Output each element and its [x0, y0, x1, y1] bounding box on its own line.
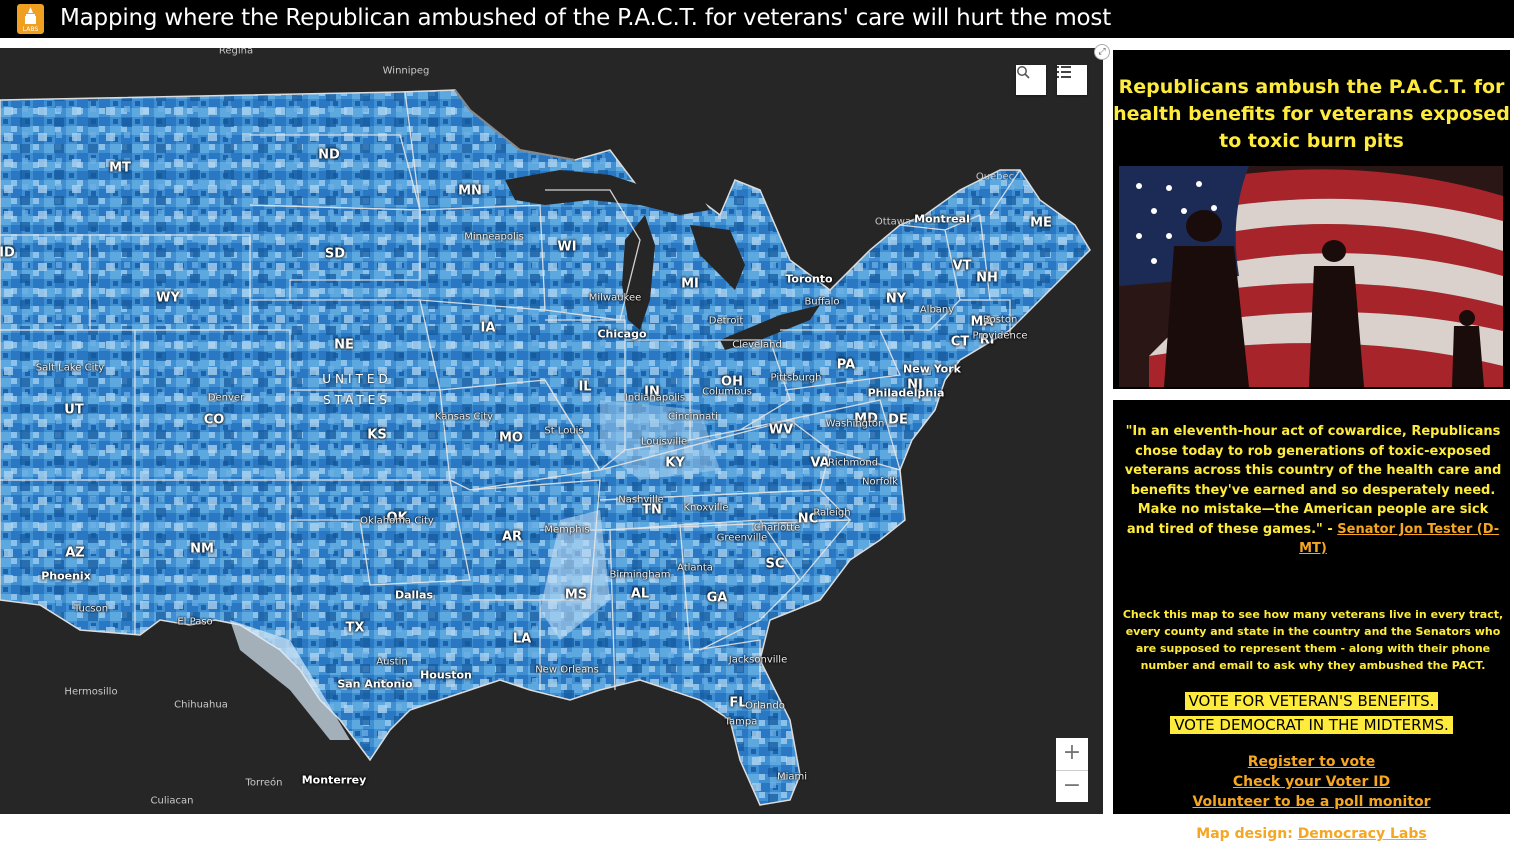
list-icon [1057, 66, 1071, 78]
volunteer-link[interactable]: Volunteer to be a poll monitor [1192, 794, 1431, 810]
vote-line-2: VOTE DEMOCRAT IN THE MIDTERMS. [1170, 716, 1453, 734]
map-search-button[interactable] [1016, 65, 1046, 95]
zoom-divider [1056, 770, 1088, 771]
map-legend-button[interactable] [1057, 65, 1087, 95]
headline-text: Republicans ambush the P.A.C.T. for heal… [1113, 76, 1510, 152]
zoom-out-button[interactable]: − [1062, 773, 1082, 798]
map-credit: Map design: Democracy Labs [1113, 826, 1510, 842]
zoom-in-button[interactable]: + [1062, 740, 1082, 765]
zoom-control: + − [1056, 738, 1088, 802]
lake-superior [505, 170, 710, 215]
header-bar: LABS Mapping where the Republican ambush… [0, 0, 1514, 38]
democracy-labs-link[interactable]: Democracy Labs [1297, 826, 1427, 842]
search-icon [1017, 66, 1030, 79]
action-links: Register to vote Check your Voter ID Vol… [1113, 752, 1510, 812]
lake-erie [720, 305, 820, 350]
map-instructions: Check this map to see how many veterans … [1122, 608, 1504, 672]
quote-text: "In an eleventh-hour act of cowardice, R… [1124, 424, 1502, 537]
tester-link[interactable]: Senator Jon Tester (D-MT) [1299, 521, 1500, 557]
header-divider [0, 38, 1514, 48]
logo-text: LABS [22, 26, 39, 33]
vote-line-1: VOTE FOR VETERAN'S BENEFITS. [1184, 692, 1439, 710]
panel-divider [1103, 48, 1111, 814]
vote-callout: VOTE FOR VETERAN'S BENEFITS. VOTE DEMOCR… [1113, 689, 1510, 737]
capitol-icon [25, 7, 36, 24]
lake-michigan [622, 215, 655, 330]
choropleth-map[interactable]: UNITED STATES MT ND MN ID SD WI WY MI NE… [0, 48, 1103, 814]
credit-label: Map design: [1196, 826, 1298, 842]
voter-id-link[interactable]: Check your Voter ID [1232, 774, 1391, 790]
democracy-labs-logo[interactable]: LABS [17, 4, 44, 34]
sidebar: Republicans ambush the P.A.C.T. for heal… [1111, 48, 1514, 842]
page-title: Mapping where the Republican ambushed of… [60, 5, 1112, 31]
map-canvas [0, 89, 1091, 806]
flag-soldiers-image [1119, 166, 1503, 387]
info-panel: "In an eleventh-hour act of cowardice, R… [1113, 400, 1510, 842]
expand-icon[interactable]: ⤢ [1094, 44, 1110, 60]
register-link[interactable]: Register to vote [1247, 754, 1376, 770]
lake-huron [690, 225, 745, 290]
headline-panel: Republicans ambush the P.A.C.T. for heal… [1113, 50, 1510, 389]
tester-quote: "In an eleventh-hour act of cowardice, R… [1123, 422, 1503, 559]
